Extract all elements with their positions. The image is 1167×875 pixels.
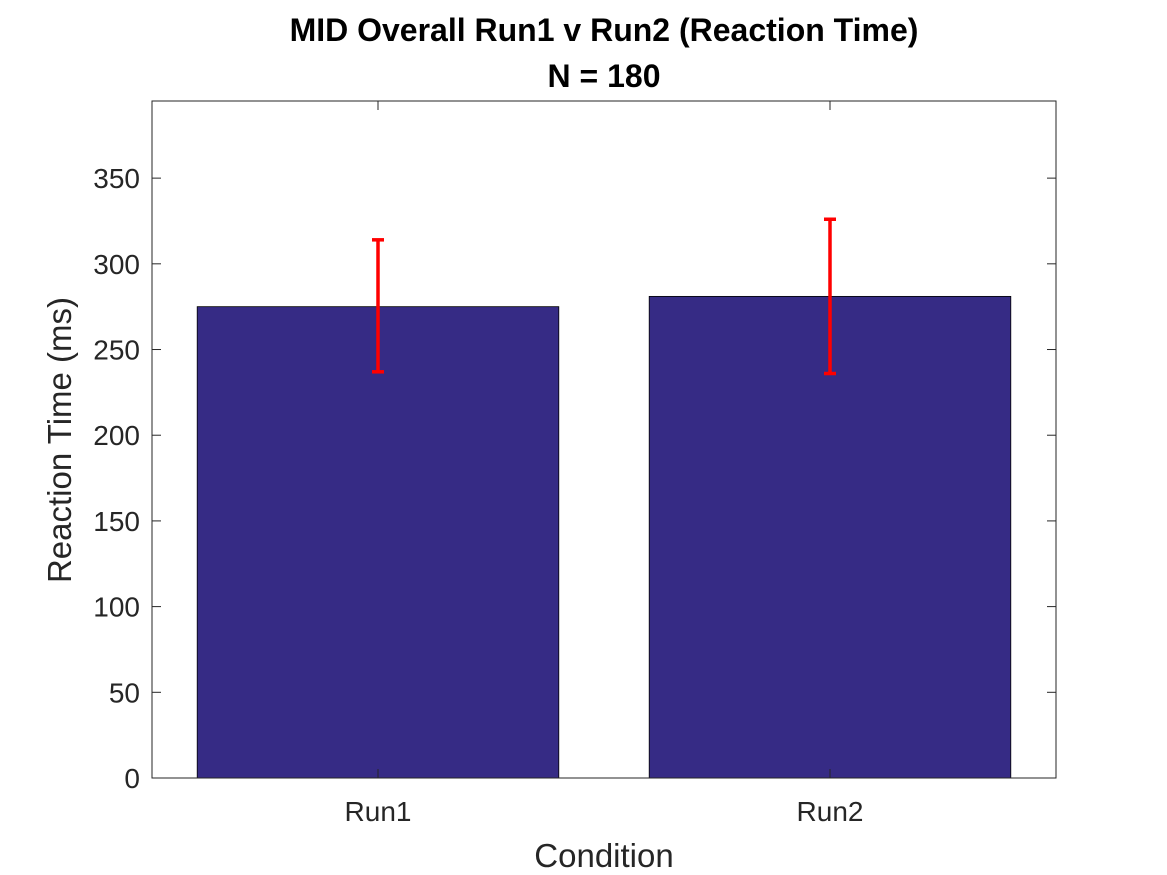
error-bar-run1 xyxy=(372,238,384,374)
x-axis: Run1 Run2 xyxy=(345,101,864,827)
y-tick-label: 0 xyxy=(124,763,140,794)
chart-subtitle: N = 180 xyxy=(548,58,661,94)
y-tick-label: 300 xyxy=(93,249,140,280)
y-tick-label: 100 xyxy=(93,592,140,623)
x-tick-label: Run1 xyxy=(345,796,412,827)
y-tick-label: 250 xyxy=(93,335,140,366)
x-tick-label: Run2 xyxy=(797,796,864,827)
plot-area-box xyxy=(151,100,1057,779)
bar-run2 xyxy=(648,295,1012,779)
y-tick-label: 150 xyxy=(93,506,140,537)
y-tick-label: 350 xyxy=(93,163,140,194)
y-axis: 0 50 100 150 200 250 300 350 xyxy=(93,163,1056,794)
y-tick-label: 50 xyxy=(109,677,140,708)
x-axis-label: Condition xyxy=(534,837,673,874)
bars-group xyxy=(196,295,1012,779)
y-axis-label: Reaction Time (ms) xyxy=(41,297,78,583)
bar-run1 xyxy=(196,306,560,779)
chart-title: MID Overall Run1 v Run2 (Reaction Time) xyxy=(290,12,919,48)
y-tick-label: 200 xyxy=(93,420,140,451)
error-bars-group xyxy=(372,217,836,376)
error-bar-run2 xyxy=(824,217,836,376)
